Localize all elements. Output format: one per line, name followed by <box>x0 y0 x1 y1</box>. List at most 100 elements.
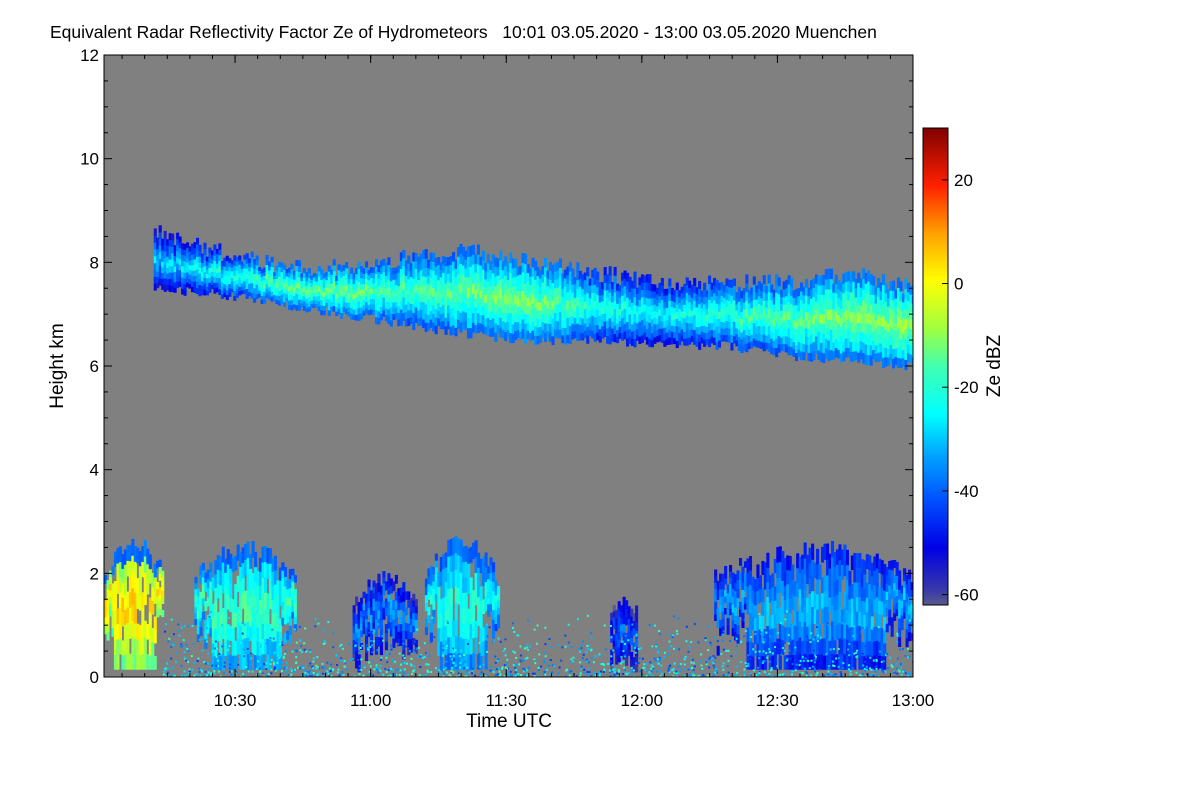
upper-band-cell <box>434 257 438 267</box>
upper-band-cell <box>322 291 326 297</box>
upper-band-cell <box>210 258 214 264</box>
upper-band-cell <box>911 356 913 365</box>
clutter-pixel <box>875 660 878 663</box>
upper-band-cell <box>153 255 157 264</box>
clutter-pixel <box>482 663 485 666</box>
upper-band-cell <box>521 328 525 339</box>
upper-band-cell <box>566 325 570 335</box>
upper-band-cell <box>456 265 461 275</box>
upper-band-cell <box>730 310 734 320</box>
clutter-pixel <box>798 664 801 667</box>
upper-band-cell <box>501 295 505 305</box>
upper-band-cell <box>315 288 319 293</box>
upper-band-cell <box>695 306 699 315</box>
upper-band-cell <box>417 317 421 326</box>
lower-cloud-pixel <box>617 654 621 663</box>
lower-cloud-pixel <box>868 569 872 585</box>
upper-band-cell <box>315 277 319 282</box>
upper-band-cell <box>521 271 525 282</box>
lower-cloud-pixel <box>151 573 155 588</box>
lower-cloud-pixel <box>444 581 448 597</box>
upper-band-cell <box>444 300 448 310</box>
lower-cloud-pixel <box>816 639 820 655</box>
upper-band-cell <box>501 320 505 330</box>
lower-cloud-pixel <box>384 641 388 651</box>
upper-band-cell <box>191 270 195 277</box>
upper-band-cell <box>253 283 257 289</box>
lower-cloud-pixel <box>808 654 812 670</box>
upper-band-cell <box>312 284 316 289</box>
upper-band-cell <box>760 333 764 342</box>
upper-band-cell <box>491 290 495 301</box>
upper-band-cell <box>588 316 592 324</box>
clutter-pixel <box>503 674 506 677</box>
upper-band-cell <box>327 309 331 316</box>
upper-band-cell <box>660 313 664 322</box>
upper-band-cell <box>807 336 811 345</box>
upper-band-cell <box>290 299 294 306</box>
upper-band-cell <box>685 292 689 301</box>
upper-band-cell <box>688 330 692 338</box>
upper-band-cell <box>737 336 741 345</box>
upper-band-cell <box>330 292 334 298</box>
upper-band-cell <box>901 293 906 303</box>
upper-band-cell <box>762 275 766 285</box>
lower-cloud-pixel <box>437 641 441 656</box>
lower-cloud-pixel <box>870 642 874 657</box>
lower-cloud-pixel <box>437 613 441 629</box>
upper-band-cell <box>235 274 239 280</box>
clutter-pixel <box>188 668 191 671</box>
upper-band-cell <box>255 293 259 300</box>
upper-band-cell <box>519 314 523 324</box>
lower-cloud-pixel <box>111 627 115 637</box>
upper-band-cell <box>186 247 190 253</box>
lower-cloud-pixel <box>251 573 255 590</box>
clutter-pixel <box>284 665 287 668</box>
upper-band-cell <box>427 291 431 300</box>
clutter-pixel <box>368 631 371 634</box>
upper-band-cell <box>191 248 195 255</box>
upper-band-cell <box>740 338 744 347</box>
clutter-pixel <box>705 663 708 666</box>
lower-cloud-pixel <box>432 581 436 589</box>
lower-cloud-pixel <box>454 552 458 570</box>
lower-cloud-pixel <box>798 620 802 638</box>
lower-cloud-pixel <box>372 592 376 599</box>
upper-band-cell <box>698 280 702 290</box>
upper-band-cell <box>449 308 453 318</box>
upper-band-cell <box>857 312 861 323</box>
lower-cloud-pixel <box>850 655 854 670</box>
upper-band-cell <box>770 292 774 301</box>
clutter-pixel <box>586 670 589 673</box>
lower-cloud-pixel <box>407 615 411 624</box>
upper-band-cell <box>417 310 421 319</box>
upper-band-cell <box>238 273 242 278</box>
lower-cloud-pixel <box>404 630 408 640</box>
clutter-pixel <box>196 660 199 663</box>
lower-cloud-pixel <box>367 622 371 630</box>
upper-band-cell <box>365 272 369 280</box>
upper-band-cell <box>735 304 739 311</box>
upper-band-cell <box>362 299 366 306</box>
lower-cloud-pixel <box>268 623 273 640</box>
upper-band-cell <box>832 292 836 301</box>
upper-band-cell <box>531 330 535 340</box>
clutter-pixel <box>501 666 504 669</box>
clutter-pixel <box>827 670 830 673</box>
upper-band-cell <box>665 319 669 327</box>
clutter-pixel <box>396 668 399 671</box>
lower-cloud-pixel <box>126 622 130 639</box>
lower-cloud-pixel <box>131 587 135 605</box>
upper-band-cell <box>407 309 411 319</box>
lower-cloud-pixel <box>372 580 376 587</box>
upper-band-cell <box>389 280 393 288</box>
upper-band-cell <box>673 295 677 303</box>
upper-band-cell <box>225 275 229 281</box>
lower-cloud-pixel <box>806 554 810 570</box>
upper-band-cell <box>558 311 562 322</box>
clutter-pixel <box>204 662 207 665</box>
upper-band-cell <box>635 322 640 330</box>
lower-cloud-pixel <box>444 596 448 612</box>
upper-band-cell <box>837 323 841 333</box>
clutter-pixel <box>757 666 760 669</box>
